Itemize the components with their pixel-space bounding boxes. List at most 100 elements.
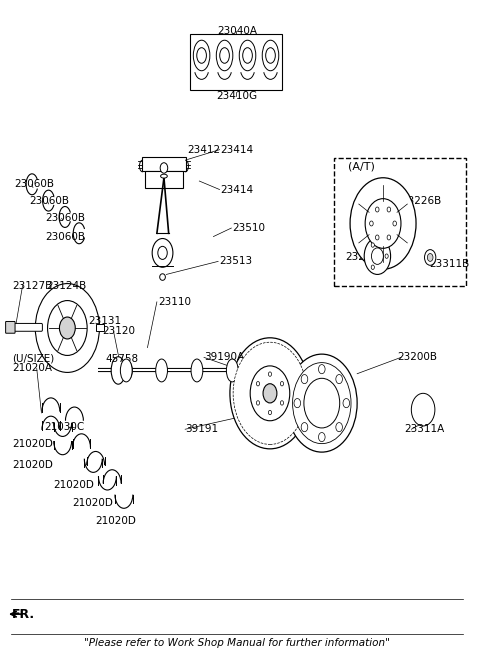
- Text: 39191: 39191: [185, 424, 218, 434]
- Ellipse shape: [193, 40, 210, 71]
- Circle shape: [256, 401, 260, 405]
- Circle shape: [280, 382, 284, 386]
- Circle shape: [371, 243, 374, 247]
- Circle shape: [160, 163, 168, 173]
- Text: 23120: 23120: [103, 326, 136, 337]
- Circle shape: [287, 354, 357, 452]
- Circle shape: [230, 338, 310, 449]
- Ellipse shape: [191, 359, 203, 382]
- Ellipse shape: [220, 48, 229, 63]
- Circle shape: [319, 432, 325, 441]
- Text: 23414: 23414: [220, 184, 253, 195]
- Circle shape: [336, 422, 342, 432]
- Ellipse shape: [197, 48, 206, 63]
- Circle shape: [365, 199, 401, 249]
- Text: 23131: 23131: [89, 316, 122, 327]
- Text: 23124B: 23124B: [46, 281, 86, 291]
- Circle shape: [372, 248, 384, 264]
- Text: 23110: 23110: [158, 297, 191, 307]
- Text: 21020D: 21020D: [12, 440, 53, 449]
- Text: 39190A: 39190A: [204, 352, 244, 362]
- Circle shape: [304, 379, 340, 428]
- Text: 23311A: 23311A: [404, 424, 444, 434]
- Text: 21030C: 21030C: [44, 422, 84, 432]
- Ellipse shape: [120, 359, 132, 382]
- Circle shape: [280, 401, 284, 405]
- Text: 21020D: 21020D: [96, 516, 136, 526]
- Circle shape: [385, 254, 388, 258]
- Ellipse shape: [265, 48, 276, 63]
- Text: 23410G: 23410G: [216, 91, 258, 101]
- Circle shape: [268, 372, 272, 377]
- Text: 23200B: 23200B: [397, 352, 437, 362]
- Text: 23040A: 23040A: [217, 26, 257, 36]
- Circle shape: [350, 178, 416, 269]
- Text: 23226B: 23226B: [401, 195, 441, 205]
- Circle shape: [411, 394, 435, 426]
- Circle shape: [319, 365, 325, 374]
- Bar: [145, 171, 183, 188]
- Ellipse shape: [123, 361, 132, 380]
- Ellipse shape: [156, 359, 168, 382]
- Circle shape: [427, 253, 433, 261]
- Text: 23513: 23513: [219, 256, 252, 266]
- Text: FR.: FR.: [12, 607, 35, 621]
- Circle shape: [263, 384, 277, 403]
- Circle shape: [424, 250, 436, 265]
- Circle shape: [301, 375, 308, 384]
- Ellipse shape: [243, 48, 252, 63]
- Text: 21020D: 21020D: [72, 498, 113, 508]
- Text: 23510: 23510: [232, 223, 265, 233]
- FancyBboxPatch shape: [10, 323, 42, 331]
- Bar: [142, 157, 186, 171]
- Ellipse shape: [262, 40, 279, 71]
- Circle shape: [387, 207, 391, 212]
- Text: 23211B: 23211B: [346, 253, 386, 262]
- Circle shape: [158, 247, 167, 259]
- Bar: [96, 324, 104, 331]
- Circle shape: [301, 422, 308, 432]
- Circle shape: [343, 399, 349, 407]
- Circle shape: [293, 363, 351, 443]
- Circle shape: [256, 382, 260, 386]
- Circle shape: [48, 300, 87, 356]
- Bar: [190, 34, 282, 90]
- Text: 23414: 23414: [220, 145, 253, 155]
- Ellipse shape: [111, 357, 125, 384]
- Text: 21020A: 21020A: [12, 363, 52, 373]
- Circle shape: [268, 411, 272, 415]
- Text: 23060B: 23060B: [45, 232, 85, 241]
- Circle shape: [393, 221, 396, 226]
- Ellipse shape: [216, 40, 233, 71]
- Circle shape: [152, 239, 173, 267]
- Text: 23412: 23412: [188, 145, 221, 155]
- Ellipse shape: [161, 174, 168, 178]
- Circle shape: [233, 342, 307, 444]
- Text: 45758: 45758: [105, 354, 138, 363]
- Circle shape: [250, 366, 290, 420]
- Ellipse shape: [239, 40, 256, 71]
- Text: 23311B: 23311B: [429, 259, 469, 269]
- Circle shape: [371, 265, 374, 270]
- Circle shape: [336, 375, 342, 384]
- Text: "Please refer to Work Shop Manual for further information": "Please refer to Work Shop Manual for fu…: [84, 638, 390, 648]
- Circle shape: [294, 399, 300, 407]
- Circle shape: [370, 221, 373, 226]
- Text: 21020D: 21020D: [53, 480, 94, 490]
- Text: 23060B: 23060B: [14, 179, 54, 190]
- Circle shape: [387, 235, 391, 240]
- FancyBboxPatch shape: [6, 321, 15, 333]
- Circle shape: [375, 235, 379, 240]
- Ellipse shape: [227, 359, 238, 382]
- Bar: [334, 158, 466, 285]
- Text: (U/SIZE): (U/SIZE): [12, 354, 54, 363]
- Circle shape: [375, 207, 379, 212]
- Text: 23060B: 23060B: [30, 196, 70, 206]
- Text: 21020D: 21020D: [12, 460, 53, 470]
- Circle shape: [364, 238, 391, 274]
- Text: 23127B: 23127B: [12, 281, 52, 291]
- Circle shape: [36, 283, 99, 373]
- Text: 23060B: 23060B: [45, 213, 85, 223]
- Circle shape: [60, 317, 75, 339]
- Text: (A/T): (A/T): [348, 161, 374, 171]
